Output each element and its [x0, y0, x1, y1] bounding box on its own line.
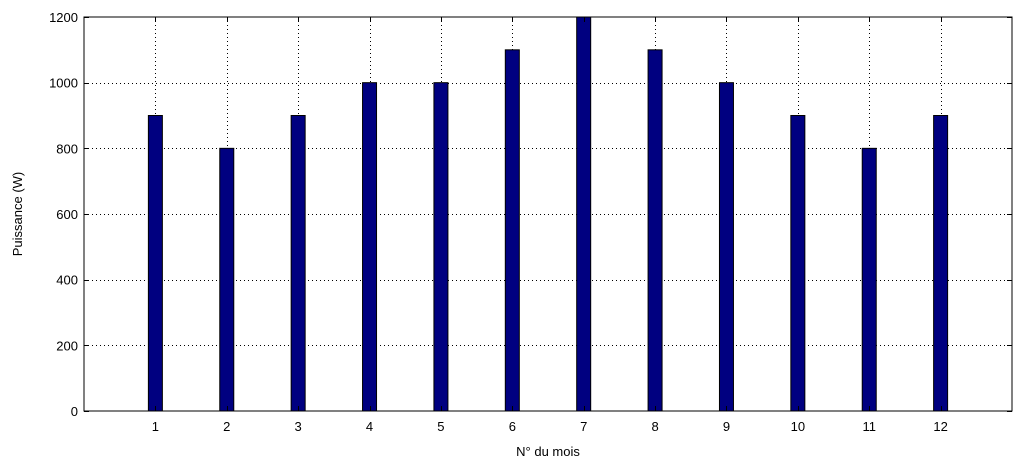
- y-tick-label: 200: [56, 338, 78, 353]
- x-tick-label: 10: [791, 419, 805, 434]
- x-tick-label: 12: [933, 419, 947, 434]
- y-tick-labels: 0 200 400 600 800 1000 1200: [49, 10, 78, 419]
- y-tick-label: 400: [56, 273, 78, 288]
- bars: [147, 16, 949, 412]
- x-tick-label: 4: [366, 419, 373, 434]
- bar-month-7: [576, 16, 592, 412]
- bar-month-10: [790, 115, 806, 412]
- bar-month-2: [219, 147, 235, 412]
- bar-month-5: [433, 82, 449, 412]
- x-tick-label: 7: [580, 419, 587, 434]
- bar-month-11: [861, 147, 877, 412]
- bar-month-6: [504, 49, 520, 412]
- x-tick-label: 1: [152, 419, 159, 434]
- x-tick-label: 3: [295, 419, 302, 434]
- y-tick-label: 1000: [49, 76, 78, 91]
- y-tick-label: 1200: [49, 10, 78, 25]
- y-tick-label: 800: [56, 141, 78, 156]
- x-tick-label: 6: [509, 419, 516, 434]
- bar-month-8: [647, 49, 663, 412]
- bar-month-9: [718, 82, 734, 412]
- x-axis-label: N° du mois: [516, 444, 580, 459]
- axis-ticks: [84, 17, 1012, 412]
- x-tick-label: 2: [223, 419, 230, 434]
- y-tick-label: 600: [56, 207, 78, 222]
- bar-month-3: [290, 115, 306, 412]
- bar-month-12: [933, 115, 949, 412]
- x-tick-label: 5: [437, 419, 444, 434]
- x-tick-label: 8: [651, 419, 658, 434]
- x-tick-labels: 1 2 3 4 5 6 7 8 9 10 11 12: [152, 419, 948, 434]
- y-axis-label: Puissance (W): [10, 172, 25, 257]
- bar-month-4: [362, 82, 378, 412]
- y-tick-label: 0: [71, 404, 78, 419]
- x-tick-label: 9: [723, 419, 730, 434]
- x-tick-label: 11: [862, 419, 876, 434]
- bar-month-1: [147, 115, 163, 412]
